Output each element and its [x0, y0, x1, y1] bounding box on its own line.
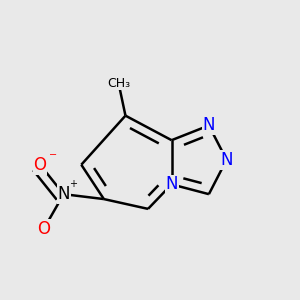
Text: N: N — [202, 116, 215, 134]
Text: +: + — [69, 179, 77, 189]
Text: N: N — [220, 151, 233, 169]
Text: O: O — [38, 220, 50, 238]
Text: O: O — [34, 156, 46, 174]
Text: −: − — [49, 150, 57, 160]
Text: CH₃: CH₃ — [107, 77, 130, 90]
Text: N: N — [165, 176, 178, 194]
Text: N: N — [57, 185, 70, 203]
